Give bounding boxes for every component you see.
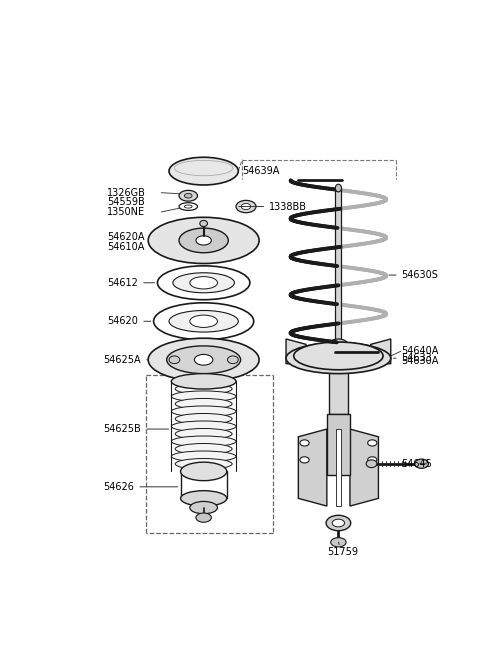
Ellipse shape [196, 513, 211, 522]
Ellipse shape [171, 421, 236, 432]
Ellipse shape [171, 436, 236, 447]
Ellipse shape [179, 190, 197, 201]
Bar [336, 188, 341, 344]
Text: 54633: 54633 [394, 353, 432, 363]
Ellipse shape [366, 460, 377, 468]
Ellipse shape [167, 346, 240, 374]
Ellipse shape [190, 501, 217, 514]
Ellipse shape [179, 228, 228, 253]
Ellipse shape [169, 310, 238, 332]
Text: 54626: 54626 [104, 482, 178, 492]
Ellipse shape [179, 203, 197, 211]
Ellipse shape [368, 457, 377, 463]
Ellipse shape [294, 342, 383, 370]
Ellipse shape [157, 266, 250, 300]
Text: 54620A: 54620A [108, 232, 145, 241]
Text: 51759: 51759 [327, 543, 358, 557]
Ellipse shape [196, 236, 211, 245]
Ellipse shape [184, 205, 192, 208]
Ellipse shape [175, 398, 232, 409]
Ellipse shape [326, 516, 351, 531]
Ellipse shape [180, 491, 227, 506]
Ellipse shape [332, 519, 345, 527]
Text: 54645: 54645 [402, 459, 432, 469]
Ellipse shape [171, 376, 236, 387]
Polygon shape [286, 339, 306, 365]
Ellipse shape [175, 428, 232, 440]
Text: 1338BB: 1338BB [239, 201, 307, 211]
Text: 54625A: 54625A [104, 355, 148, 365]
Ellipse shape [329, 339, 348, 350]
Polygon shape [371, 339, 391, 365]
Text: 54630S: 54630S [389, 270, 438, 280]
Text: 1350NE: 1350NE [108, 207, 145, 217]
Ellipse shape [190, 315, 217, 327]
Ellipse shape [300, 457, 309, 463]
Text: 54630A: 54630A [402, 356, 439, 366]
Ellipse shape [241, 203, 251, 210]
Bar [329, 344, 348, 414]
Ellipse shape [175, 443, 232, 455]
Polygon shape [350, 429, 378, 506]
Text: 54610A: 54610A [108, 241, 145, 252]
Ellipse shape [169, 157, 238, 185]
Ellipse shape [415, 459, 429, 468]
Ellipse shape [154, 303, 254, 340]
Ellipse shape [194, 354, 213, 365]
Bar [327, 414, 350, 475]
Ellipse shape [175, 459, 232, 469]
Text: 54640A: 54640A [402, 346, 439, 356]
Ellipse shape [175, 413, 232, 424]
Ellipse shape [148, 217, 259, 264]
Ellipse shape [171, 406, 236, 417]
Ellipse shape [200, 220, 207, 226]
Text: 54559B: 54559B [108, 197, 145, 207]
Bar [336, 429, 341, 506]
Ellipse shape [336, 184, 341, 192]
Ellipse shape [175, 384, 232, 394]
Ellipse shape [174, 160, 233, 176]
Text: 1326GB: 1326GB [108, 188, 146, 197]
Ellipse shape [148, 338, 259, 381]
Ellipse shape [190, 277, 217, 289]
Text: 54639A: 54639A [239, 166, 279, 176]
Ellipse shape [169, 356, 180, 363]
Ellipse shape [171, 374, 236, 389]
Text: 54612: 54612 [108, 277, 155, 288]
Ellipse shape [368, 440, 377, 446]
Polygon shape [299, 429, 327, 506]
Ellipse shape [171, 451, 236, 462]
Text: 54620: 54620 [108, 316, 151, 326]
Ellipse shape [184, 194, 192, 198]
Ellipse shape [300, 440, 309, 446]
Ellipse shape [331, 538, 346, 547]
Ellipse shape [173, 273, 234, 293]
Ellipse shape [228, 356, 238, 363]
Ellipse shape [286, 343, 391, 374]
Ellipse shape [171, 391, 236, 401]
Ellipse shape [180, 462, 227, 481]
Ellipse shape [236, 200, 256, 213]
Text: 54625B: 54625B [104, 424, 168, 434]
